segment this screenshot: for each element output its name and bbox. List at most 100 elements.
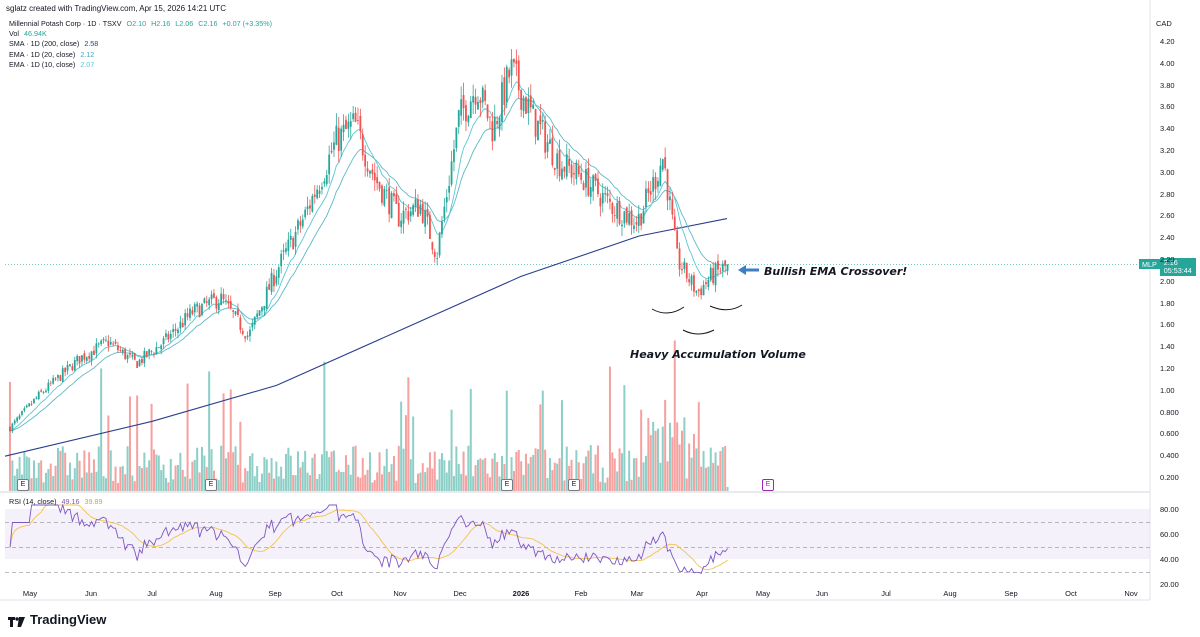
volume-bar [618,448,621,491]
rsi-legend[interactable]: RSI (14, close) 49.16 39.89 [9,497,103,506]
volume-bar [450,409,453,491]
candle-body [474,96,477,105]
candle-body [637,213,640,226]
candle [253,316,256,330]
legend-vol-row[interactable]: Vol 46.94K [9,29,272,39]
candle [141,357,143,366]
volume-bar [256,466,259,491]
volume-bar [102,476,105,491]
annotation-volume[interactable]: Heavy Accumulation Volume [630,348,806,361]
volume-bar [412,416,415,491]
candle [172,324,175,338]
volume-bar [688,443,691,491]
earnings-marker[interactable]: E [205,479,217,491]
volume-bar [104,478,107,491]
volume-bar [318,474,321,491]
candle-body [179,321,182,329]
candle-body [414,199,417,207]
volume-bar [11,460,14,491]
legend-ema10-row[interactable]: EMA · 1D (10, close) 2.07 [9,60,272,70]
candle [695,290,698,296]
volume-bar [620,453,623,491]
volume-bar [426,467,429,491]
shoulder-arc-right [709,304,743,311]
candle [381,184,383,206]
volume-bar [23,451,26,491]
candle-body [93,350,95,356]
candle [652,169,655,202]
legend-title-row[interactable]: Millennial Potash Corp · 1D · TSXV O2.10… [9,19,272,29]
time-tick-label: Mar [630,589,644,598]
time-tick-label: Sep [268,589,282,598]
candle-body [469,101,472,119]
earnings-marker[interactable]: E [17,479,29,491]
candle [693,272,695,297]
candle [585,161,587,197]
legend-sma-row[interactable]: SMA · 1D (200, close) 2.58 [9,39,272,49]
candle [234,310,237,316]
volume-bar [673,340,676,491]
candle-body [683,261,686,270]
candle-body [709,267,712,281]
legend-ema20-row[interactable]: EMA · 1D (20, close) 2.12 [9,50,272,60]
candle-body [577,166,580,175]
candle [292,236,295,250]
candle [601,183,604,213]
candle [681,262,683,275]
candle-body [109,341,112,345]
candle [35,396,38,400]
candle [664,147,667,171]
volume-bar [440,453,443,491]
candle-body [366,168,369,172]
candle [520,89,523,118]
tradingview-logo[interactable]: TradingView [8,612,106,627]
candle [724,259,727,273]
volume-bar [678,444,681,491]
volume-bar [32,460,35,491]
candle-body [141,358,143,363]
candle-body [390,192,393,219]
volume-bar [356,476,359,491]
volume-bar [316,478,319,491]
price-tick-label: 1.00 [1160,385,1175,395]
candle-body [325,175,328,185]
time-tick-label: Oct [331,589,343,598]
candle-body [172,328,175,333]
volume-bar [167,482,170,491]
candle-body [246,335,249,338]
volume-bar [409,459,412,491]
sma-line [4,218,728,457]
legend-vol-label: Vol [9,29,19,39]
candle [719,267,722,274]
candle-body [18,415,21,419]
candle [705,278,707,290]
volume-bar [323,361,326,491]
earnings-marker[interactable]: E [568,479,580,491]
candle-body [587,167,590,196]
candle-body [400,220,403,228]
candle [649,180,652,203]
candle-body [292,238,295,250]
volume-bar [203,455,206,491]
candle [268,278,271,290]
earnings-marker-upcoming[interactable]: E [762,479,774,491]
candle [568,148,571,173]
candle [148,348,151,360]
volume-bar [205,466,208,491]
earnings-marker[interactable]: E [501,479,513,491]
volume-bar [517,449,520,491]
candle [193,302,196,317]
candle [659,157,662,187]
candle [81,355,83,367]
candle [337,116,340,163]
candle [417,194,419,217]
candle-body [700,288,703,296]
volume-bar [551,470,554,491]
annotation-bullish[interactable]: Bullish EMA Crossover! [764,265,908,278]
candle [167,330,170,343]
volume-bar [632,458,635,491]
volume-bar [695,448,698,491]
volume-bar [335,471,338,491]
time-tick-label: Apr [696,589,708,598]
